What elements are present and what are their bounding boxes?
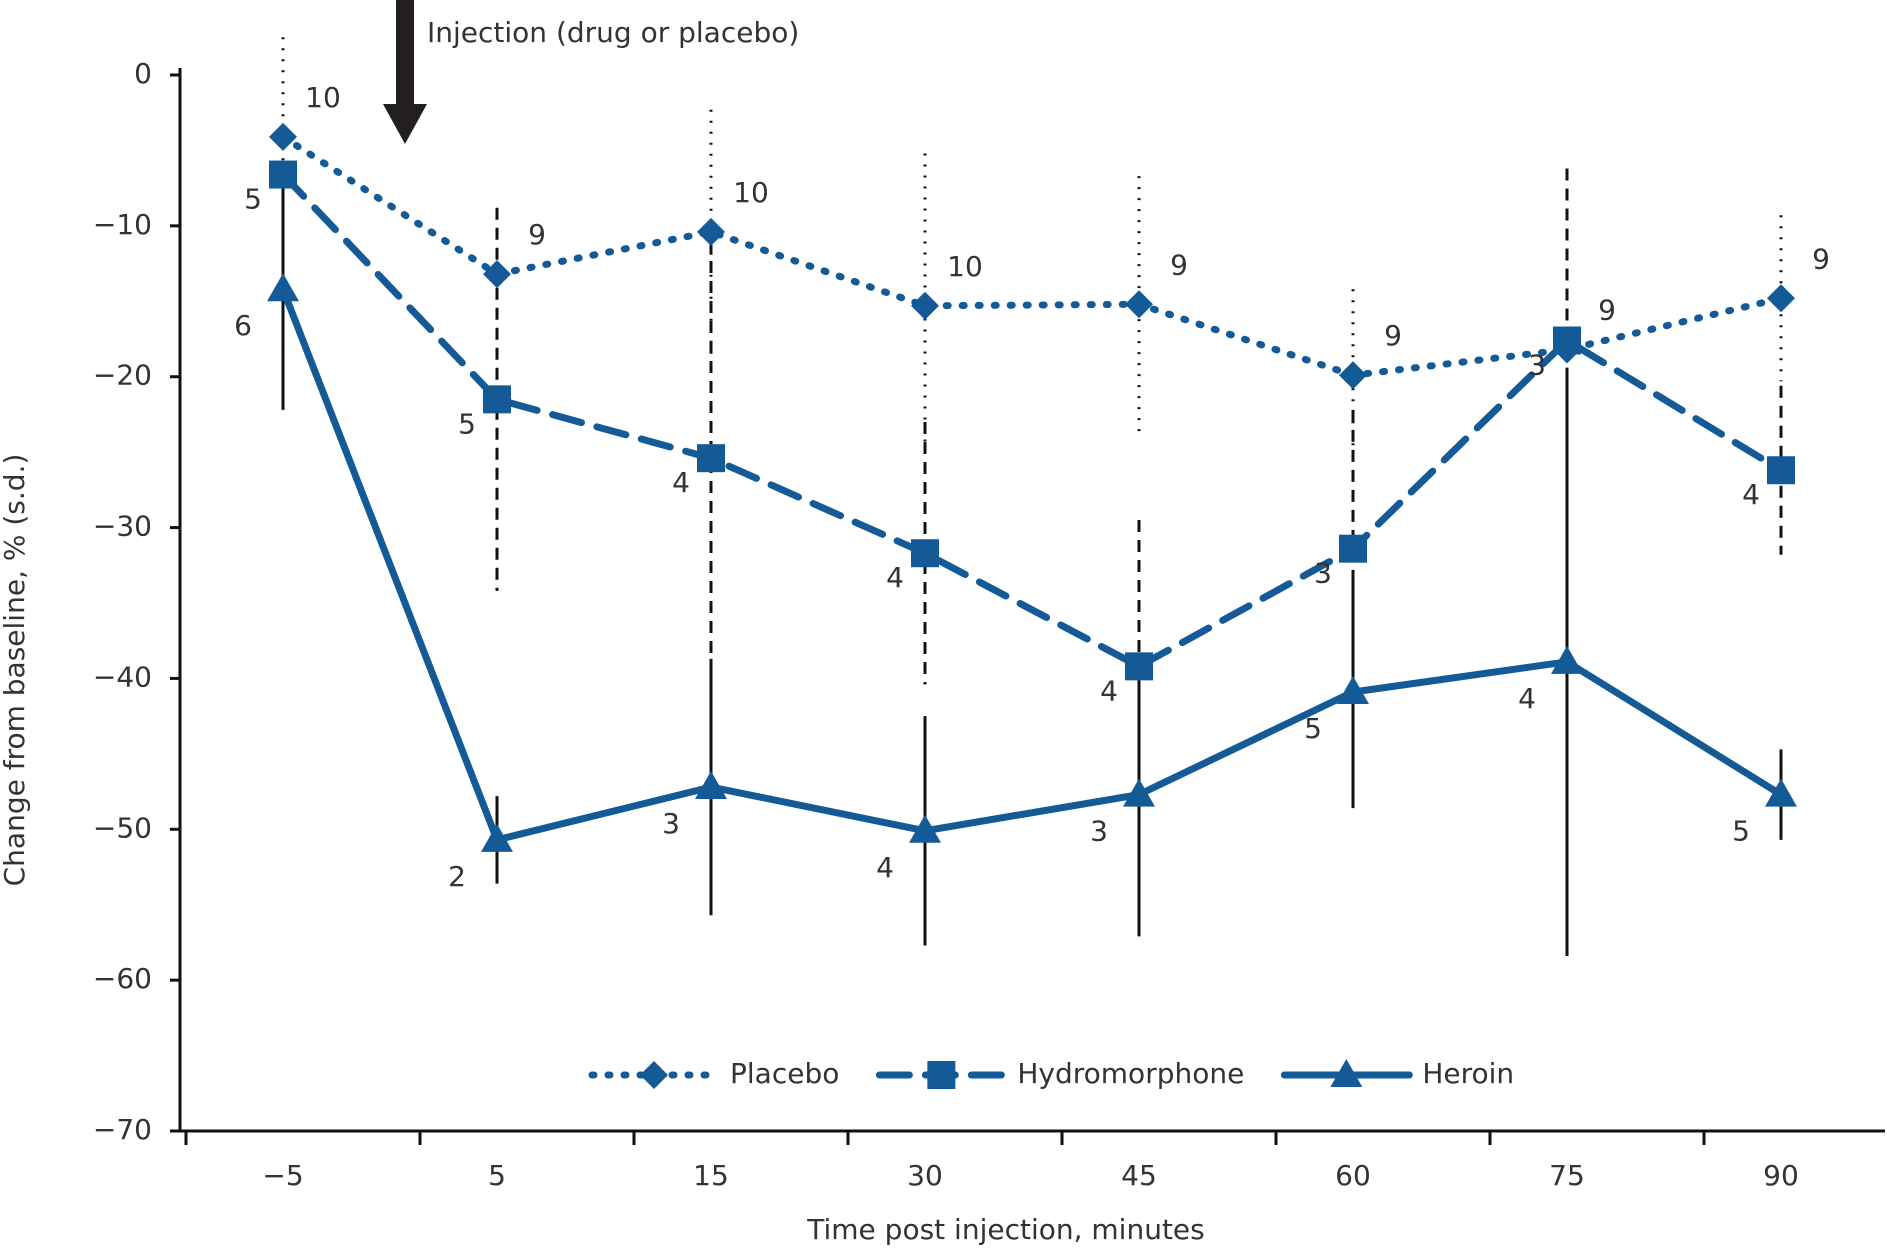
n-label: 5 — [1304, 712, 1322, 745]
marker — [481, 823, 513, 852]
marker — [697, 217, 725, 246]
n-label: 5 — [458, 407, 476, 440]
marker — [909, 814, 941, 843]
arrow-head — [383, 104, 427, 144]
series-line — [279, 285, 1785, 844]
n-label: 5 — [244, 183, 262, 216]
y-axis-title: Change from baseline, % (s.d.) — [0, 454, 31, 887]
n-label: 3 — [1314, 557, 1332, 590]
x-tick-label: 30 — [907, 1159, 943, 1192]
n-label: 4 — [1742, 478, 1760, 511]
n-label: 6 — [234, 309, 252, 342]
n-label: 4 — [672, 466, 690, 499]
n-label: 9 — [1170, 248, 1188, 281]
annotation: Injection (drug or placebo) — [427, 16, 799, 49]
arrow-shaft — [396, 0, 414, 104]
marker — [697, 444, 725, 473]
n-label: 9 — [1384, 319, 1402, 352]
y-tick-label: 0 — [134, 57, 152, 90]
x-axis-title: Time post injection, minutes — [806, 1213, 1205, 1246]
n-label: 5 — [1732, 815, 1750, 848]
marker — [1125, 652, 1153, 681]
n-label: 9 — [1598, 294, 1616, 327]
marker — [483, 385, 511, 414]
y-tick-label: −10 — [93, 208, 152, 241]
n-label: 2 — [448, 860, 466, 893]
n-label: 10 — [305, 81, 341, 114]
marker — [1123, 778, 1155, 807]
x-tick-label: 45 — [1121, 1159, 1157, 1192]
n-label: 4 — [886, 561, 904, 594]
marker — [1339, 534, 1367, 563]
legend-marker — [640, 1061, 668, 1089]
n-label: 3 — [662, 807, 680, 840]
marker — [1337, 676, 1369, 705]
marker — [1765, 778, 1797, 807]
n-label: 4 — [876, 851, 894, 884]
y-tick-label: −20 — [93, 359, 152, 392]
marker — [269, 122, 297, 151]
legend-label: Placebo — [730, 1057, 839, 1090]
marker — [1339, 361, 1367, 390]
x-tick-label: −5 — [262, 1159, 303, 1192]
x-tick-label: 75 — [1549, 1159, 1585, 1192]
y-tick-label: −40 — [93, 660, 152, 693]
series-line — [279, 171, 1785, 671]
y-tick-label: −30 — [93, 510, 152, 543]
n-label: 4 — [1518, 682, 1536, 715]
y-tick-label: −60 — [93, 962, 152, 995]
marker — [267, 273, 299, 302]
x-tick-label: 60 — [1335, 1159, 1371, 1192]
marker — [483, 260, 511, 289]
series-line — [279, 133, 1785, 379]
n-label: 3 — [1090, 815, 1108, 848]
n-label: 10 — [733, 176, 769, 209]
marker — [695, 771, 727, 800]
n-label: 3 — [1528, 349, 1546, 382]
legend-label: Hydromorphone — [1017, 1057, 1244, 1090]
legend-label: Heroin — [1422, 1057, 1514, 1090]
marker — [1767, 456, 1795, 485]
n-label: 9 — [528, 218, 546, 251]
marker — [1125, 290, 1153, 319]
legend-marker — [1330, 1059, 1363, 1087]
x-tick-label: 5 — [488, 1159, 506, 1192]
x-tick-label: 15 — [693, 1159, 729, 1192]
marker — [911, 291, 939, 320]
marker — [911, 539, 939, 568]
legend-marker — [927, 1061, 956, 1089]
n-label: 10 — [947, 250, 983, 283]
x-tick-label: 90 — [1763, 1159, 1799, 1192]
marker — [1551, 645, 1583, 674]
n-label: 4 — [1100, 674, 1118, 707]
y-tick-label: −50 — [93, 811, 152, 844]
marker — [269, 160, 297, 189]
marker — [1767, 284, 1795, 313]
n-label: 9 — [1812, 242, 1830, 275]
y-tick-label: −70 — [93, 1113, 152, 1146]
marker — [1553, 326, 1581, 355]
